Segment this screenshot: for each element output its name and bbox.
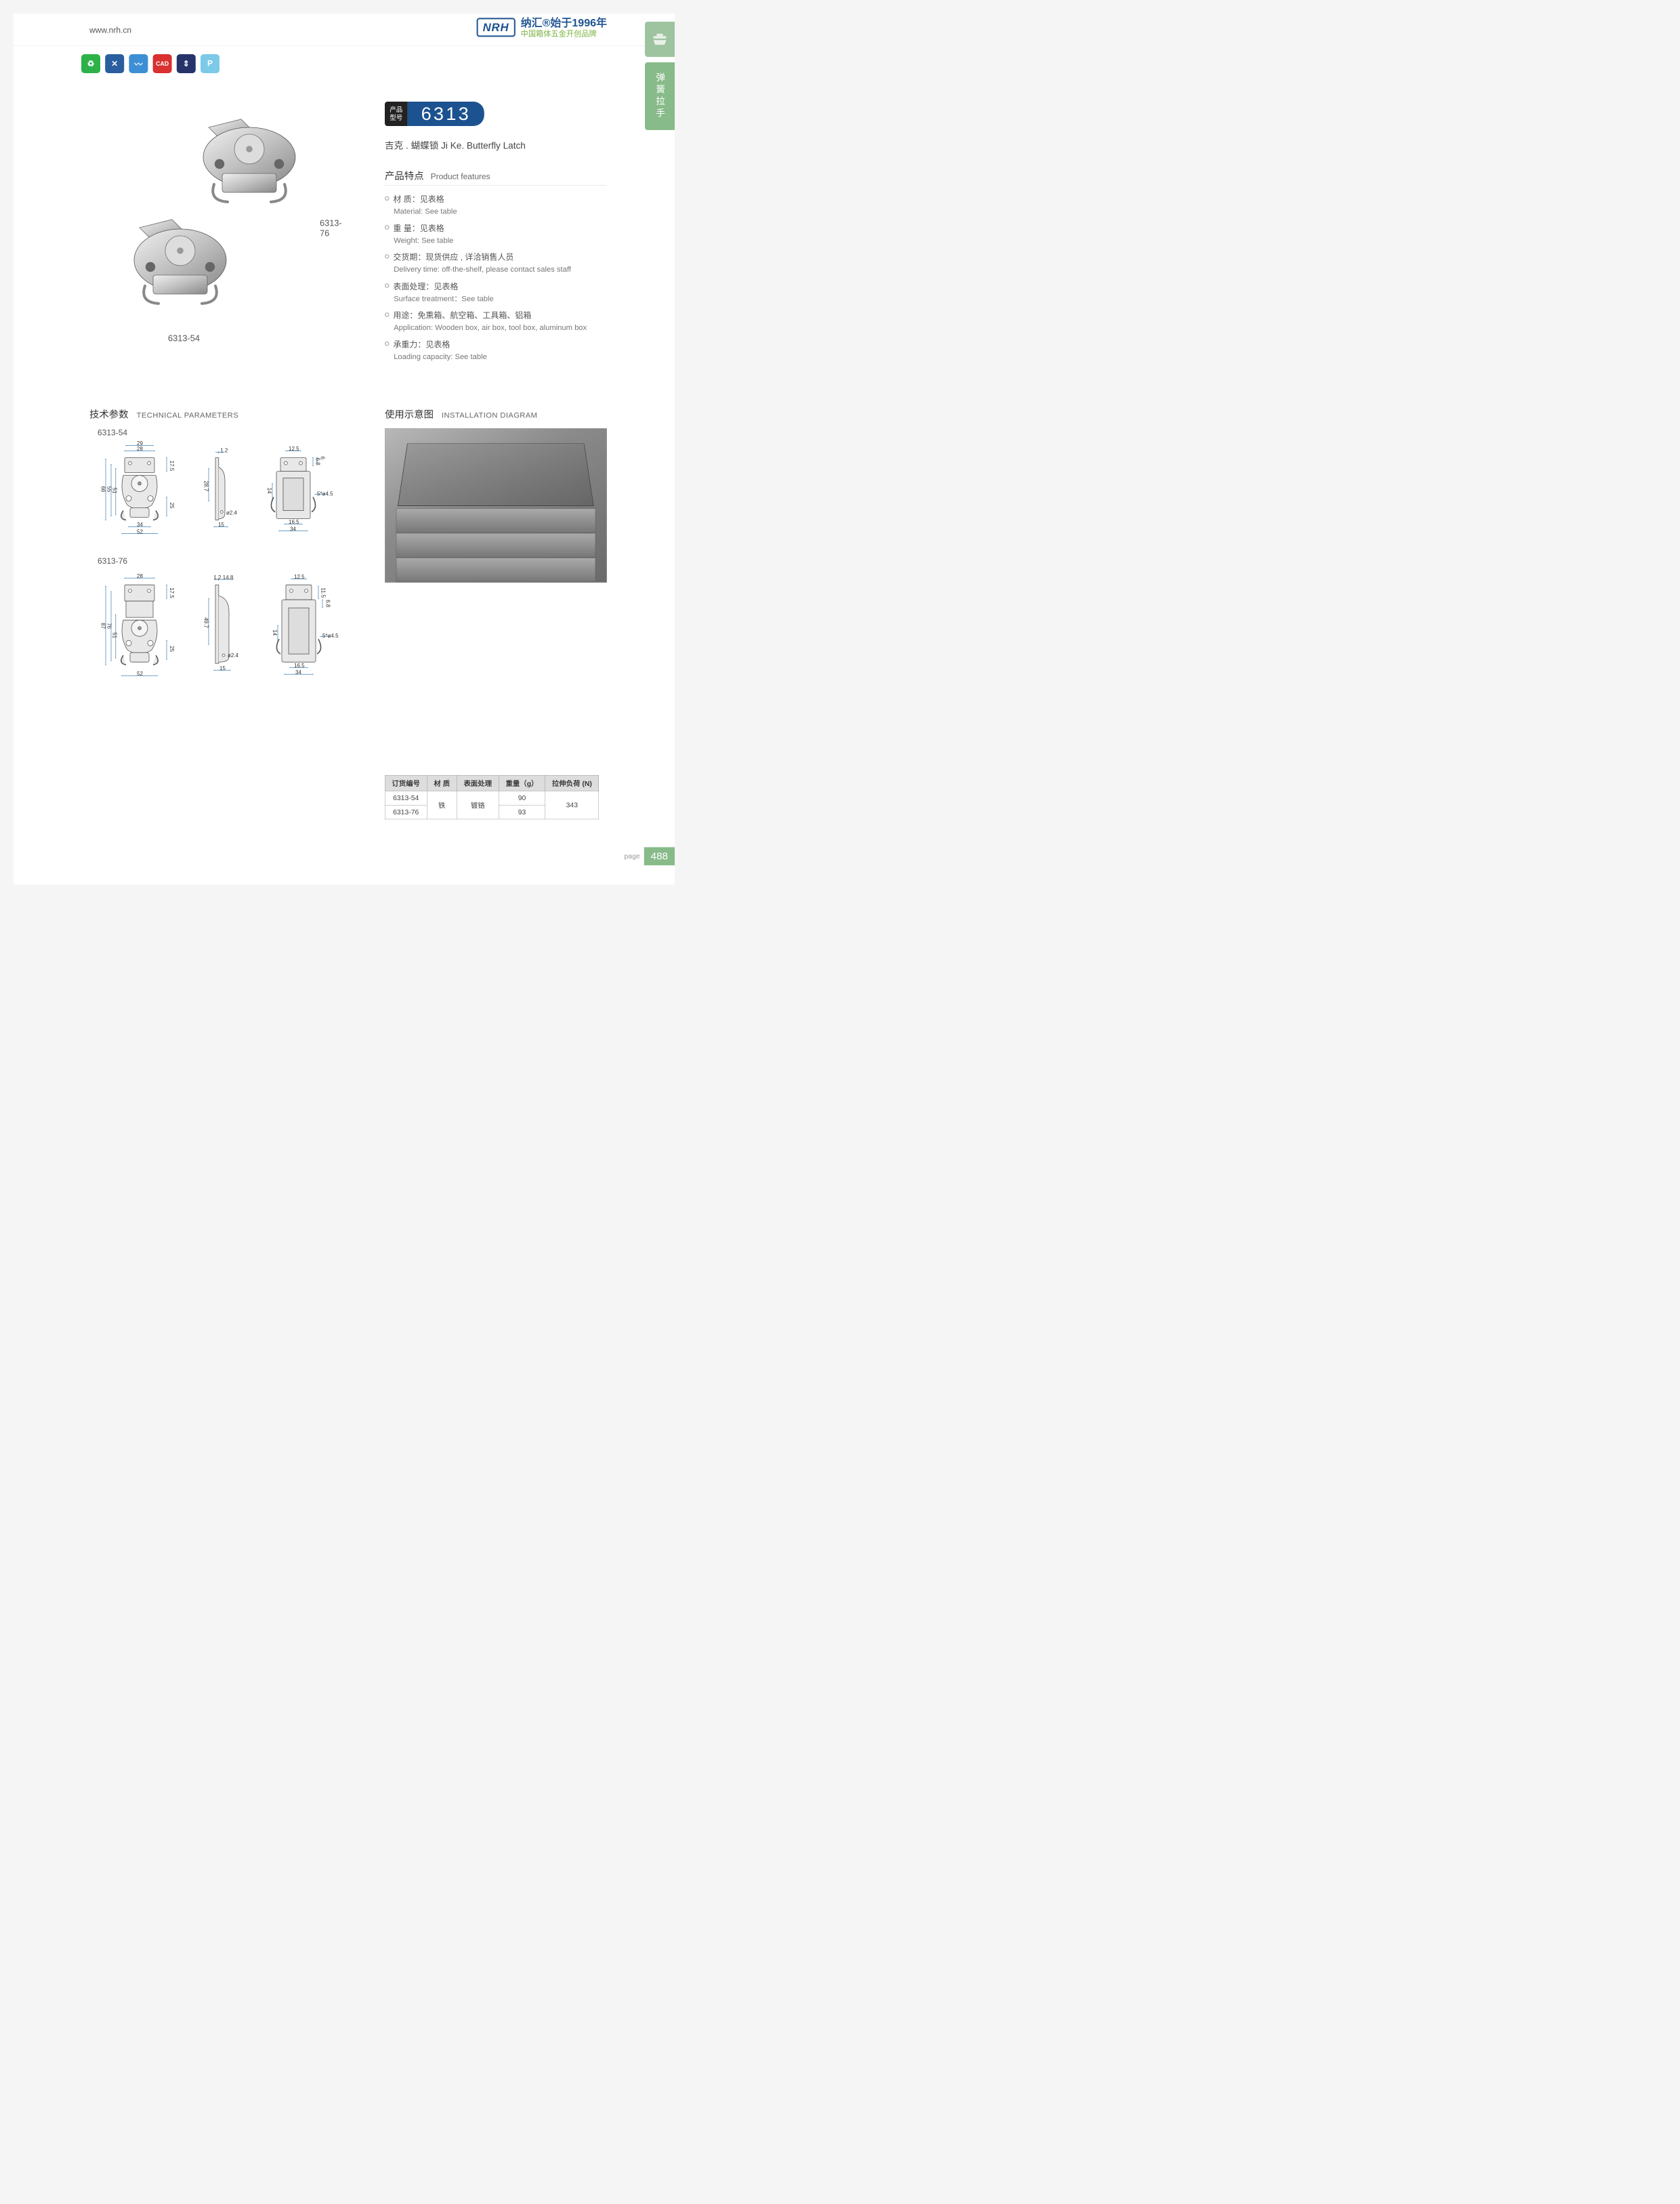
install-heading: 使用示意图 INSTALLATION DIAGRAM — [385, 407, 537, 421]
label-54: 6313-54 — [168, 333, 200, 344]
logo-mark: NRH — [476, 18, 515, 37]
bullet-icon — [385, 196, 389, 201]
features-list: 材 质：见表格Material: See table 重 量：见表格Weight:… — [385, 192, 607, 362]
logo-block: NRH 纳汇®始于1996年 中国箱体五金开创品牌 — [476, 16, 607, 39]
bullet-icon — [385, 283, 389, 287]
label-76: 6313-76 — [320, 218, 342, 238]
bullet-icon — [385, 312, 389, 316]
features-section: 产品特点 Product features 材 质：见表格Material: S… — [385, 168, 607, 367]
feature-item: 材 质：见表格Material: See table — [385, 192, 607, 217]
bullet-icon — [385, 341, 389, 346]
badge-number: 6313 — [408, 102, 484, 126]
icon-row: ♻ ✕ 〰 CAD ⇕ P — [81, 54, 219, 73]
diagram-row-54: 29 28 66 55 51 17.5 25 34 52 — [98, 443, 369, 541]
table-row: 6313-54 铁 镀铬 90 343 — [385, 791, 599, 805]
product-badge: 产品 型号 6313 — [385, 102, 484, 126]
side-tab-icon — [645, 22, 675, 57]
product-render-76 — [187, 117, 312, 220]
tech-diagrams: 6313-54 — [98, 428, 369, 701]
spec-table: 订货编号 材 质 表面处理 重量（g） 拉伸负荷 (N) 6313-54 铁 镀… — [385, 775, 599, 819]
logo-sub: 中国箱体五金开创品牌 — [521, 29, 607, 38]
side-tabs: 弹簧拉手 — [645, 22, 675, 136]
feature-item: 用途：免熏箱、航空箱、工具箱、铝箱Application: Wooden box… — [385, 309, 607, 333]
logo-main: 纳汇®始于1996年 — [521, 16, 607, 29]
catalog-page: www.nrh.cn NRH 纳汇®始于1996年 中国箱体五金开创品牌 弹簧拉… — [14, 14, 675, 884]
diagram-model-76: 6313-76 — [98, 557, 369, 566]
logo-text: 纳汇®始于1996年 中国箱体五金开创品牌 — [521, 16, 607, 39]
tech-heading: 技术参数 TECHNICAL PARAMETERS — [89, 407, 238, 421]
diagram-model-54: 6313-54 — [98, 428, 369, 438]
feature-item: 交货期：现货供应 , 详洽销售人员Delivery time: off-the-… — [385, 251, 607, 275]
side-view-76: 1.2 14.8 49.7 ø2.4 15 — [201, 571, 249, 685]
header: www.nrh.cn NRH 纳汇®始于1996年 中国箱体五金开创品牌 — [14, 14, 675, 46]
product-subtitle: 吉克 . 蝴蝶锁 Ji Ke. Butterfly Latch — [385, 138, 526, 152]
front-view-76: 28 87 76 51 17.5 25 52 — [98, 571, 182, 685]
spring-icon: 〰 — [129, 54, 148, 73]
back-view-54: 12.5 6.8 6 14 5*ø4.5 16.5 34 — [263, 443, 333, 541]
screw-icon: ⇕ — [177, 54, 196, 73]
p-icon: P — [201, 54, 219, 73]
tools-icon: ✕ — [105, 54, 124, 73]
installation-photo — [385, 428, 607, 583]
side-tab-label: 弹簧拉手 — [645, 62, 675, 130]
product-render-54 — [118, 217, 243, 320]
diagram-row-76: 28 87 76 51 17.5 25 52 — [98, 571, 369, 685]
cad-icon: CAD — [153, 54, 172, 73]
header-url: www.nrh.cn — [89, 26, 131, 35]
product-images: 6313-76 6313-54 — [98, 117, 341, 366]
back-view-76: 12.5 11.5 6.8 14 5*ø4.5 16.5 34 — [268, 571, 339, 685]
bullet-icon — [385, 254, 389, 258]
feature-item: 重 量：见表格Weight: See table — [385, 222, 607, 246]
badge-label: 产品 型号 — [385, 102, 408, 126]
feature-item: 表面处理：见表格Surface treatment：See table — [385, 280, 607, 304]
bullet-icon — [385, 225, 389, 229]
side-view-54: 1.2 28.7 ø2.4 15 — [201, 443, 244, 541]
eco-icon: ♻ — [81, 54, 100, 73]
table-header-row: 订货编号 材 质 表面处理 重量（g） 拉伸负荷 (N) — [385, 775, 599, 791]
front-view-54: 29 28 66 55 51 17.5 25 34 52 — [98, 443, 182, 541]
features-heading: 产品特点 Product features — [385, 168, 607, 186]
page-number: page 488 — [625, 847, 675, 865]
feature-item: 承重力：见表格Loading capacity: See table — [385, 337, 607, 362]
